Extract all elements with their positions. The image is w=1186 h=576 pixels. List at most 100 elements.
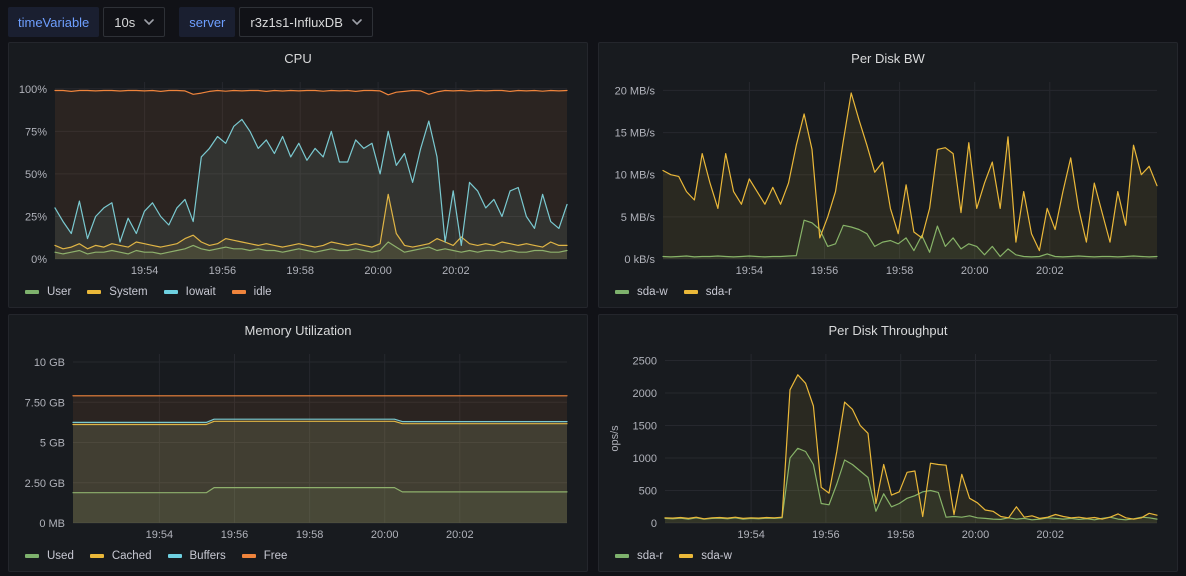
svg-text:25%: 25% [25, 212, 47, 224]
svg-text:20:02: 20:02 [446, 529, 474, 541]
legend-series-swatch [25, 554, 39, 558]
legend-item-User[interactable]: User [25, 286, 71, 298]
legend-item-sda-r[interactable]: sda-r [615, 550, 663, 562]
time-variable-select[interactable]: 10s [103, 7, 166, 37]
chevron-down-icon [144, 19, 155, 25]
svg-text:19:54: 19:54 [736, 265, 764, 277]
per-disk-throughput-chart[interactable]: 0 500 1000 1500 2000 2500 19:54 19:56 19:58 20:00… [607, 342, 1169, 543]
svg-text:20:02: 20:02 [442, 265, 470, 277]
legend-series-label: Cached [111, 550, 152, 562]
legend-series-swatch [25, 290, 39, 294]
svg-text:5 MB/s: 5 MB/s [621, 212, 656, 224]
svg-text:20:00: 20:00 [961, 265, 989, 277]
legend-item-Used[interactable]: Used [25, 550, 74, 562]
svg-text:500: 500 [639, 486, 657, 498]
legend-series-label: sda-w [701, 550, 732, 562]
legend-series-swatch [87, 290, 102, 294]
legend-series-swatch [89, 554, 104, 558]
panel-title[interactable]: CPU [284, 51, 312, 66]
legend-item-System[interactable]: System [87, 286, 148, 298]
legend-item-idle[interactable]: idle [231, 286, 272, 298]
svg-text:1000: 1000 [633, 453, 657, 465]
legend-item-Buffers[interactable]: Buffers [167, 550, 226, 562]
memory-utilization-chart[interactable]: 0 MB 2.50 GB 5 GB 7.50 GB 10 GB 19:54 19:56 19:… [17, 342, 579, 543]
per-disk-throughput-legend: sda-r sda-w [607, 543, 1169, 569]
svg-text:0: 0 [651, 518, 657, 530]
dashboard-variables-bar: timeVariable 10s server r3z1s1-InfluxDB [0, 0, 1186, 42]
legend-series-label: System [109, 286, 148, 298]
legend-series-swatch [615, 554, 629, 558]
svg-text:19:54: 19:54 [737, 529, 765, 541]
svg-text:0 MB: 0 MB [39, 518, 65, 530]
svg-text:7.50 GB: 7.50 GB [25, 397, 65, 409]
svg-text:19:58: 19:58 [887, 529, 915, 541]
svg-text:19:54: 19:54 [146, 529, 174, 541]
variable-label-server: server [179, 7, 236, 37]
chevron-down-icon [352, 19, 362, 25]
panel-title[interactable]: Per Disk BW [851, 51, 925, 66]
svg-text:5 GB: 5 GB [40, 438, 65, 450]
svg-text:1500: 1500 [633, 421, 657, 433]
svg-text:50%: 50% [25, 169, 47, 181]
legend-series-label: Free [263, 550, 288, 562]
memory-utilization-legend: Used Cached Buffers Free [17, 543, 579, 569]
legend-series-swatch [231, 290, 246, 294]
svg-text:2000: 2000 [633, 388, 657, 400]
svg-text:ops/s: ops/s [609, 425, 621, 452]
svg-text:15 MB/s: 15 MB/s [615, 128, 656, 140]
svg-text:20:00: 20:00 [371, 529, 399, 541]
svg-text:20:00: 20:00 [364, 265, 392, 277]
svg-text:10 GB: 10 GB [34, 357, 65, 369]
cpu-legend: User System Iowait idle [17, 279, 579, 305]
panel-title[interactable]: Memory Utilization [244, 323, 352, 338]
dashboard-grid: CPU 0% 25% 50% 75% 100% 19:54 19:56 19:58 20:00 2… [0, 42, 1186, 572]
panel-title[interactable]: Per Disk Throughput [828, 323, 948, 338]
svg-text:10 MB/s: 10 MB/s [615, 170, 656, 182]
svg-text:19:56: 19:56 [811, 265, 839, 277]
svg-text:19:58: 19:58 [296, 529, 324, 541]
time-variable-value: 10s [114, 14, 136, 30]
legend-item-sda-r[interactable]: sda-r [683, 286, 732, 298]
server-variable-value: r3z1s1-InfluxDB [250, 14, 343, 30]
panel-cpu: CPU 0% 25% 50% 75% 100% 19:54 19:56 19:58 20:00 2… [8, 42, 588, 308]
legend-item-sda-w[interactable]: sda-w [615, 286, 668, 298]
legend-series-label: Used [47, 550, 74, 562]
svg-text:20:02: 20:02 [1036, 265, 1064, 277]
svg-text:75%: 75% [25, 126, 47, 138]
svg-text:19:58: 19:58 [286, 265, 314, 277]
panel-per-disk-bw: Per Disk BW 0 kB/s 5 MB/s 10 MB/s 15 MB/s 20… [598, 42, 1178, 308]
per-disk-bw-chart[interactable]: 0 kB/s 5 MB/s 10 MB/s 15 MB/s 20 MB/s 19:54 19… [607, 70, 1169, 279]
svg-text:19:54: 19:54 [131, 265, 159, 277]
svg-text:0%: 0% [31, 254, 47, 266]
legend-series-label: idle [253, 286, 272, 298]
svg-text:20:00: 20:00 [962, 529, 990, 541]
variable-group-server: server r3z1s1-InfluxDB [179, 7, 373, 37]
legend-series-label: sda-r [705, 286, 732, 298]
legend-item-Iowait[interactable]: Iowait [163, 286, 216, 298]
svg-text:20:02: 20:02 [1036, 529, 1064, 541]
legend-series-label: User [47, 286, 72, 298]
legend-item-sda-w[interactable]: sda-w [679, 550, 732, 562]
legend-item-Cached[interactable]: Cached [89, 550, 152, 562]
cpu-chart[interactable]: 0% 25% 50% 75% 100% 19:54 19:56 19:58 20:00 20:02 [17, 70, 579, 279]
legend-series-label: sda-w [637, 286, 668, 298]
svg-text:100%: 100% [19, 84, 47, 96]
legend-item-Free[interactable]: Free [241, 550, 288, 562]
legend-series-label: Buffers [189, 550, 226, 562]
legend-series-label: Iowait [185, 286, 216, 298]
svg-text:19:56: 19:56 [209, 265, 237, 277]
legend-series-swatch [679, 554, 694, 558]
legend-series-swatch [167, 554, 182, 558]
svg-text:19:58: 19:58 [886, 265, 914, 277]
legend-series-swatch [615, 290, 629, 294]
svg-text:19:56: 19:56 [221, 529, 249, 541]
legend-series-swatch [683, 290, 698, 294]
per-disk-bw-legend: sda-w sda-r [607, 279, 1169, 305]
svg-text:19:56: 19:56 [812, 529, 840, 541]
legend-series-swatch [163, 290, 178, 294]
svg-text:2500: 2500 [633, 356, 657, 368]
svg-text:2.50 GB: 2.50 GB [25, 478, 65, 490]
variable-label-timeVariable: timeVariable [8, 7, 100, 37]
server-select[interactable]: r3z1s1-InfluxDB [239, 7, 373, 37]
svg-text:0 kB/s: 0 kB/s [624, 254, 655, 266]
